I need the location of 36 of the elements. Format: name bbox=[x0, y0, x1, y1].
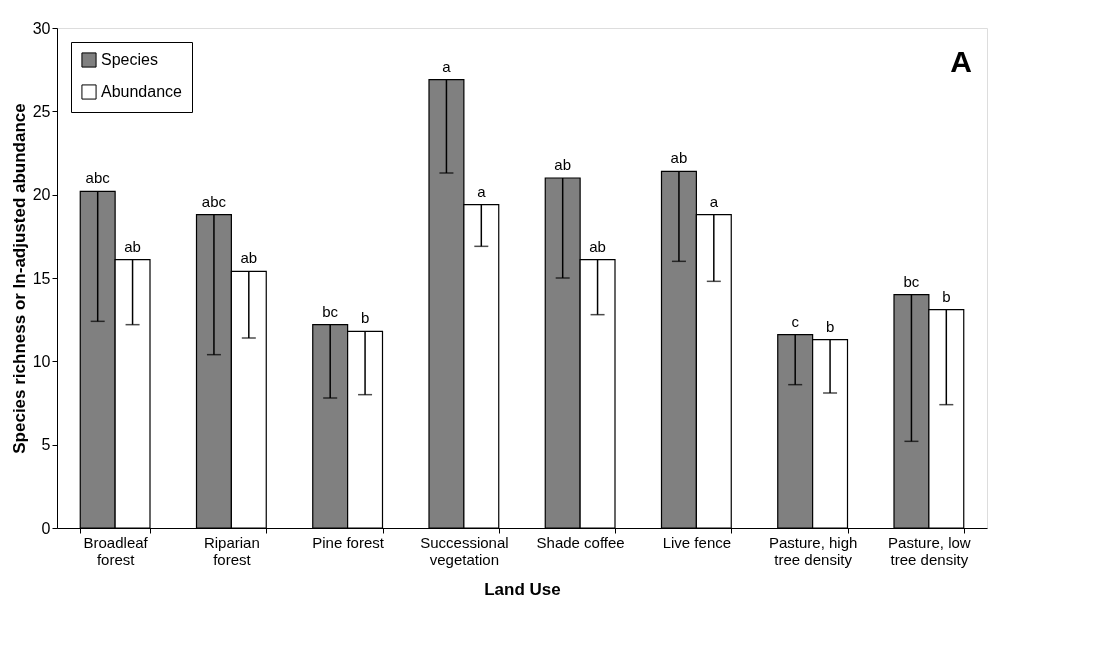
data-label: a bbox=[709, 192, 719, 210]
legend-label: Species bbox=[101, 51, 158, 68]
data-label: ab bbox=[589, 237, 606, 255]
y-tick-label: 15 bbox=[32, 269, 51, 287]
x-tick-label: Riparian forest bbox=[203, 533, 260, 568]
x-tick-label: Pine forest bbox=[312, 533, 385, 551]
data-label: bc bbox=[322, 302, 339, 320]
y-tick-label: 25 bbox=[32, 102, 51, 120]
x-tick-label: Pasture, high tree density bbox=[768, 533, 858, 568]
data-label: ab bbox=[554, 156, 572, 173]
data-label: b bbox=[942, 287, 951, 305]
y-tick-label: 5 bbox=[41, 436, 51, 454]
legend-label: Abundance bbox=[101, 83, 183, 100]
y-tick-label: 30 bbox=[32, 19, 51, 37]
data-label: ab bbox=[240, 249, 258, 267]
data-label: b bbox=[825, 317, 835, 335]
x-tick-label: Pasture, low tree density bbox=[888, 533, 971, 568]
data-label: a bbox=[477, 182, 487, 200]
data-label: a bbox=[442, 57, 452, 75]
data-label: b bbox=[360, 309, 370, 327]
x-tick-label: Shade coffee bbox=[536, 533, 625, 551]
data-label: ab bbox=[124, 237, 141, 255]
data-label: abc bbox=[201, 192, 227, 210]
x-tick-label: Successional vegetation bbox=[420, 533, 509, 568]
y-tick-label: 20 bbox=[32, 186, 51, 204]
data-label: abc bbox=[85, 169, 111, 187]
y-tick-label: 0 bbox=[41, 519, 51, 537]
x-tick-label: Live fence bbox=[662, 533, 732, 551]
x-axis-title: Land Use bbox=[484, 579, 561, 599]
data-label: bc bbox=[903, 272, 920, 290]
annotation: A bbox=[950, 45, 972, 78]
data-label: c bbox=[791, 312, 800, 330]
y-tick-label: 10 bbox=[32, 352, 51, 370]
data-label: ab bbox=[670, 149, 688, 167]
y-axis-title: Species richness or ln-adjusted abundance bbox=[9, 103, 29, 454]
x-tick-label: Broadleaf forest bbox=[83, 533, 149, 568]
